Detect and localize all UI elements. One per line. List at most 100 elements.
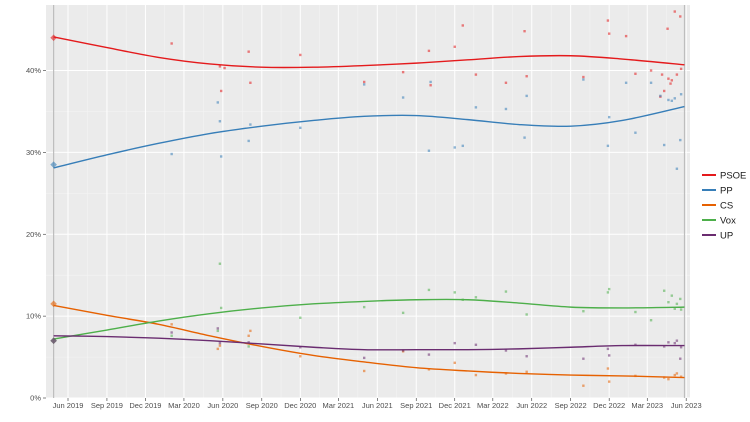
poll-point-cs bbox=[673, 373, 676, 377]
legend-label: PP bbox=[720, 186, 733, 197]
poll-point-pp bbox=[170, 152, 173, 156]
poll-point-psoe bbox=[504, 81, 508, 84]
poll-point-cs bbox=[453, 361, 456, 364]
poll-point-psoe bbox=[461, 24, 464, 27]
x-tick-label: Jun 2019 bbox=[53, 401, 84, 410]
poll-point-up bbox=[218, 341, 222, 345]
poll-point-vox bbox=[525, 313, 528, 316]
poll-point-psoe bbox=[523, 30, 526, 33]
poll-point-vox bbox=[219, 306, 223, 310]
poll-point-psoe bbox=[669, 82, 672, 85]
x-tick-label: Sep 2021 bbox=[400, 401, 432, 410]
x-tick-label: Mar 2023 bbox=[631, 401, 663, 410]
plot-background bbox=[46, 5, 690, 398]
poll-point-up bbox=[606, 347, 610, 351]
poll-point-up bbox=[525, 355, 528, 358]
poll-point-psoe bbox=[679, 67, 683, 71]
legend[interactable]: PSOE PP CS Vox UP bbox=[702, 171, 746, 242]
y-tick-label: 30% bbox=[26, 148, 41, 157]
x-tick-label: Jun 2023 bbox=[671, 401, 702, 410]
poll-point-pp bbox=[219, 155, 223, 158]
legend-item-cs[interactable]: CS bbox=[702, 201, 733, 212]
poll-point-vox bbox=[247, 345, 250, 348]
x-tick-label: Sep 2022 bbox=[555, 401, 587, 410]
legend-label: Vox bbox=[720, 216, 736, 227]
poll-point-cs bbox=[249, 329, 252, 333]
poll-point-vox bbox=[216, 329, 219, 333]
poll-point-up bbox=[582, 357, 585, 360]
poll-point-psoe bbox=[362, 80, 366, 84]
poll-point-pp bbox=[670, 99, 674, 102]
x-tick-label: Jun 2022 bbox=[516, 401, 547, 410]
legend-item-pp[interactable]: PP bbox=[702, 186, 733, 197]
poll-point-cs bbox=[582, 384, 585, 387]
poll-point-vox bbox=[453, 291, 456, 294]
poll-point-up bbox=[247, 341, 250, 344]
poll-point-pp bbox=[429, 80, 432, 84]
poll-point-pp bbox=[525, 94, 528, 98]
legend-item-up[interactable]: UP bbox=[702, 231, 733, 242]
legend-label: CS bbox=[720, 201, 733, 212]
poll-point-psoe bbox=[525, 75, 528, 78]
poll-point-vox bbox=[474, 296, 478, 299]
x-tick-label: Dec 2019 bbox=[129, 401, 161, 410]
poll-point-pp bbox=[218, 120, 222, 123]
x-tick-label: Sep 2019 bbox=[91, 401, 123, 410]
poll-point-psoe bbox=[429, 84, 432, 87]
poll-point-up bbox=[679, 346, 683, 349]
poll-point-cs bbox=[362, 369, 366, 373]
poll-point-pp bbox=[679, 138, 682, 142]
poll-point-cs bbox=[299, 355, 302, 358]
poll-point-up bbox=[673, 341, 676, 345]
trend-line-vox bbox=[53, 298, 685, 340]
poll-point-pp bbox=[299, 126, 302, 130]
poll-point-vox bbox=[427, 288, 431, 292]
poll-point-psoe bbox=[667, 77, 670, 80]
poll-point-pp bbox=[216, 101, 219, 104]
election-marker-psoe bbox=[50, 34, 57, 42]
trend-line-psoe bbox=[53, 36, 685, 69]
poll-point-up bbox=[679, 357, 682, 360]
poll-point-cs bbox=[170, 323, 173, 326]
poll-point-pp bbox=[624, 81, 628, 84]
poll-point-vox bbox=[401, 311, 405, 315]
poll-point-cs bbox=[474, 373, 478, 377]
poll-point-pp bbox=[247, 139, 250, 143]
poll-point-psoe bbox=[453, 45, 456, 48]
poll-point-psoe bbox=[219, 89, 223, 93]
poll-point-pp bbox=[649, 81, 653, 84]
poll-point-cs bbox=[675, 372, 679, 375]
x-tick-label: Mar 2020 bbox=[168, 401, 200, 410]
election-reference-lines bbox=[53, 5, 686, 398]
poll-point-psoe bbox=[582, 75, 585, 79]
poll-point-pp bbox=[675, 167, 679, 170]
poll-point-vox bbox=[504, 290, 508, 293]
poll-point-psoe bbox=[662, 89, 666, 93]
poll-point-up bbox=[675, 339, 679, 342]
poll-point-vox bbox=[649, 319, 653, 322]
legend-item-psoe[interactable]: PSOE bbox=[702, 171, 746, 182]
election-marker-up bbox=[50, 337, 57, 344]
poll-point-pp bbox=[582, 78, 585, 81]
poll-point-vox bbox=[634, 310, 637, 314]
poll-point-psoe bbox=[634, 72, 637, 75]
poll-point-pp bbox=[461, 144, 464, 148]
poll-point-pp bbox=[362, 83, 366, 86]
poll-point-psoe bbox=[170, 42, 173, 45]
trend-line-up bbox=[53, 335, 685, 351]
legend-item-vox[interactable]: Vox bbox=[702, 216, 736, 227]
poll-point-pp bbox=[453, 146, 456, 149]
poll-point-psoe bbox=[666, 27, 669, 30]
poll-point-psoe bbox=[474, 73, 478, 76]
poll-point-cs bbox=[607, 380, 611, 383]
poll-point-cs bbox=[216, 347, 219, 351]
poll-point-cs bbox=[679, 375, 683, 378]
x-tick-label: Mar 2021 bbox=[323, 401, 355, 410]
poll-point-pp bbox=[249, 123, 252, 126]
poll-point-pp bbox=[401, 96, 405, 99]
y-tick-label: 10% bbox=[26, 312, 41, 321]
poll-point-psoe bbox=[673, 10, 676, 13]
y-tick-label: 20% bbox=[26, 230, 41, 239]
poll-point-psoe bbox=[401, 70, 405, 74]
poll-point-pp bbox=[659, 94, 662, 98]
